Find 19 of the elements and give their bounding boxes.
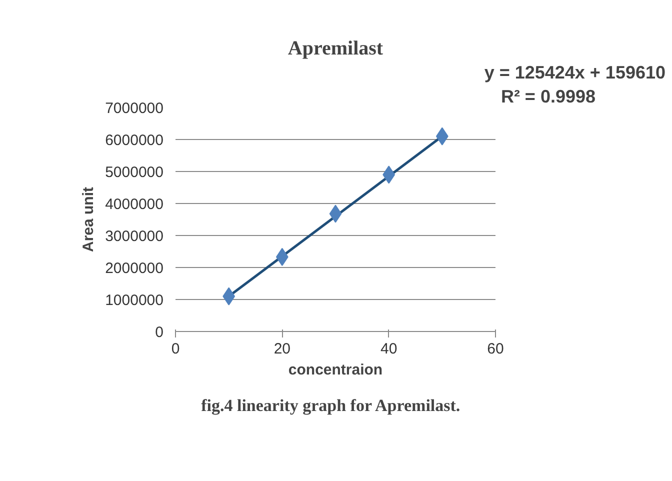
y-tick-label: 3000000 — [105, 228, 164, 245]
y-tick-label: 1000000 — [105, 292, 164, 309]
x-tick-label: 60 — [487, 340, 504, 358]
y-axis-title: Area unit — [80, 186, 98, 252]
x-axis-title: concentraion — [288, 362, 383, 378]
y-tick-label: 5000000 — [105, 164, 164, 181]
point — [329, 204, 342, 223]
y-tick-label: 7000000 — [105, 100, 164, 117]
text: y = 125424x + 159610 — [484, 62, 666, 82]
text: R² = 0.9998 — [500, 86, 596, 106]
x-tick-label: 20 — [274, 340, 291, 358]
y-tick-label: 4000000 — [105, 196, 164, 213]
y-tick-label: 0 — [155, 324, 164, 341]
caption: fig.4 linearity graph for Apremilast. — [201, 396, 460, 415]
y-tick-label: 2000000 — [105, 260, 164, 277]
x-tick-label: 0 — [171, 340, 180, 358]
chart-title: Apremilast — [288, 38, 384, 60]
y-tick-label: 6000000 — [105, 132, 164, 149]
x-tick-label: 40 — [380, 340, 398, 358]
